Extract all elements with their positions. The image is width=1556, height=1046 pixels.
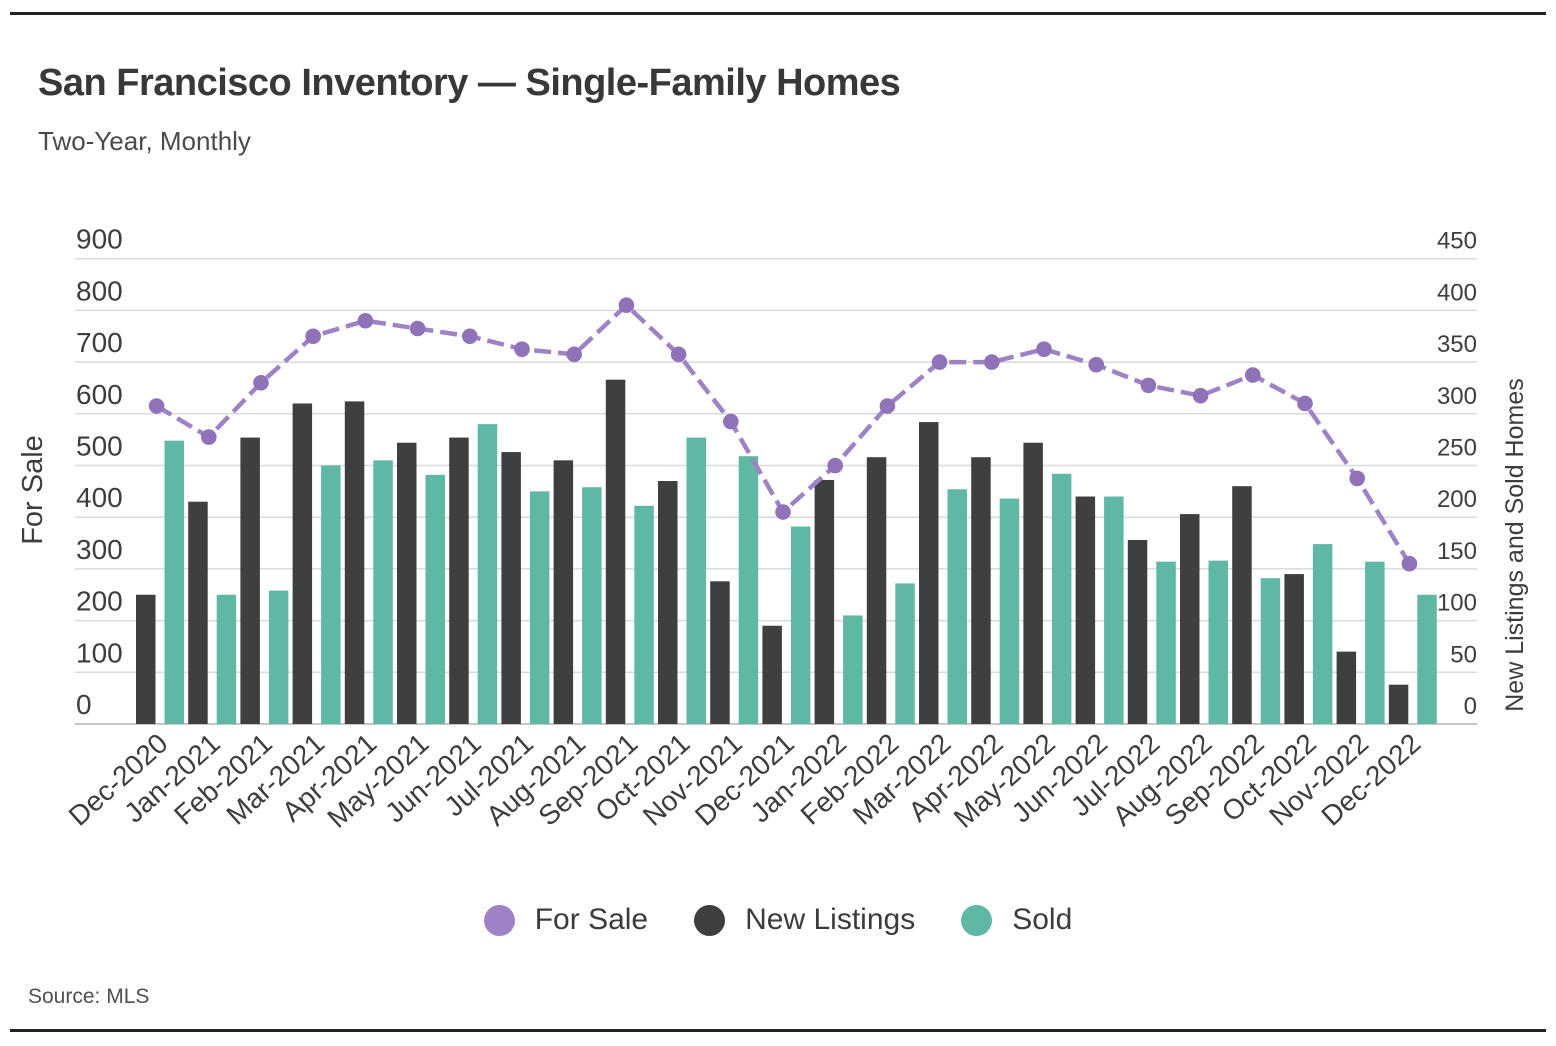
for-sale-swatch-icon: [483, 904, 515, 936]
svg-text:100: 100: [76, 637, 123, 668]
chart-legend: For Sale New Listings Sold: [0, 903, 1556, 937]
new-listings-swatch-icon: [694, 904, 726, 936]
svg-text:800: 800: [76, 275, 123, 306]
bottom-rule: [10, 1029, 1546, 1032]
svg-text:150: 150: [1437, 538, 1477, 565]
svg-text:200: 200: [76, 586, 123, 617]
legend-label-sold: Sold: [1012, 903, 1073, 936]
svg-text:0: 0: [1464, 693, 1477, 720]
legend-item-for-sale: For Sale: [483, 903, 649, 937]
top-rule: [10, 12, 1546, 15]
legend-item-sold: Sold: [961, 903, 1072, 937]
svg-text:350: 350: [1437, 331, 1477, 358]
right-axis-title: New Listings and Sold Homes: [1501, 378, 1529, 712]
plot-area: 0 0 100 50 200 100 300 150 400 200 500 250 600 300 700…: [63, 224, 1477, 834]
svg-text:50: 50: [1450, 641, 1477, 668]
svg-text:100: 100: [1437, 590, 1477, 617]
svg-text:250: 250: [1437, 435, 1477, 462]
sold-swatch-icon: [961, 904, 993, 936]
svg-text:600: 600: [76, 379, 123, 410]
svg-text:200: 200: [1437, 486, 1477, 513]
svg-text:450: 450: [1437, 228, 1477, 255]
svg-text:400: 400: [1437, 279, 1477, 306]
svg-text:500: 500: [76, 431, 123, 462]
left-axis-title: For Sale: [17, 435, 49, 545]
svg-text:300: 300: [76, 534, 123, 565]
legend-label-new-listings: New Listings: [745, 903, 916, 936]
svg-text:300: 300: [1437, 383, 1477, 410]
source-note: Source: MLS: [28, 985, 150, 1008]
svg-text:400: 400: [76, 482, 123, 513]
legend-item-new-listings: New Listings: [694, 903, 915, 937]
svg-text:900: 900: [76, 224, 123, 255]
svg-text:700: 700: [76, 327, 123, 358]
legend-label-for-sale: For Sale: [534, 903, 649, 936]
chart-subtitle: Two-Year, Monthly: [38, 126, 251, 156]
svg-text:0: 0: [76, 689, 92, 720]
chart-title: San Francisco Inventory — Single-Family …: [38, 62, 901, 104]
